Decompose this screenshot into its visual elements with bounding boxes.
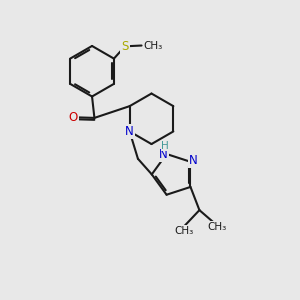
Text: CH₃: CH₃: [208, 222, 227, 232]
Text: N: N: [189, 154, 198, 167]
Text: S: S: [122, 40, 129, 52]
Text: N: N: [125, 125, 134, 138]
Text: CH₃: CH₃: [144, 40, 163, 50]
Text: N: N: [159, 148, 168, 160]
Text: O: O: [68, 111, 78, 124]
Text: CH₃: CH₃: [174, 226, 194, 236]
Text: H: H: [161, 141, 169, 151]
